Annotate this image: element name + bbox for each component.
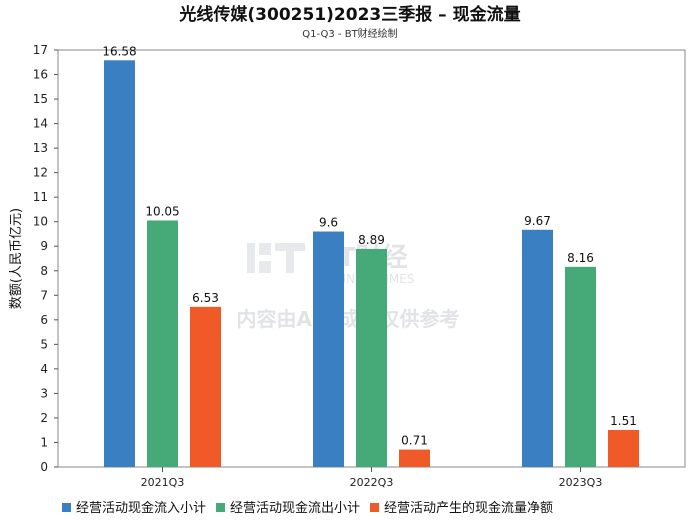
watermark-notice: 内容由AI生成，仅供参考 xyxy=(237,307,460,331)
x-tick-label: 2022Q3 xyxy=(350,476,394,489)
bar xyxy=(313,231,344,467)
data-label: 0.71 xyxy=(401,434,428,448)
chart-legend: 经营活动现金流入小计 经营活动现金流出小计 经营活动产生的现金流量净额 xyxy=(62,500,553,516)
bar xyxy=(190,306,221,467)
y-tick-label: 12 xyxy=(33,166,48,180)
y-tick-label: 0 xyxy=(40,460,48,474)
data-label: 9.67 xyxy=(524,214,551,228)
y-axis-label: 数额(人民币亿元) xyxy=(9,208,24,309)
y-tick-label: 8 xyxy=(40,264,48,278)
y-tick-label: 14 xyxy=(33,117,48,131)
chart-subtitle: Q1-Q3 - BT财经绘制 xyxy=(302,27,397,40)
legend-label: 经营活动产生的现金流量净额 xyxy=(384,500,553,516)
bar xyxy=(565,266,596,467)
y-tick-label: 17 xyxy=(33,43,48,57)
x-tick-label: 2021Q3 xyxy=(141,476,185,489)
y-tick-label: 16 xyxy=(33,68,48,82)
bar xyxy=(399,449,430,467)
y-tick-label: 5 xyxy=(40,337,48,351)
y-tick-label: 3 xyxy=(40,386,48,400)
data-label: 1.51 xyxy=(610,414,637,428)
chart-data-labels: 16.58 10.05 6.53 9.6 8.89 0.71 9.67 8.16 1.51 xyxy=(102,44,637,447)
x-tick-label: 2023Q3 xyxy=(559,476,603,489)
legend-swatch xyxy=(370,503,380,512)
bar xyxy=(147,220,178,467)
legend-label: 经营活动现金流出小计 xyxy=(230,500,360,516)
legend-swatch xyxy=(216,503,226,512)
chart-bars xyxy=(104,60,639,467)
data-label: 9.6 xyxy=(319,216,338,230)
y-tick-label: 6 xyxy=(40,313,48,327)
watermark-logo-icon xyxy=(247,243,305,273)
data-label: 10.05 xyxy=(145,204,179,218)
legend-label: 经营活动现金流入小计 xyxy=(76,500,206,516)
bar xyxy=(104,60,135,467)
chart-axes: 01234567891011121314151617数额(人民币亿元)2021Q… xyxy=(9,43,686,489)
bar xyxy=(608,429,639,467)
y-tick-label: 10 xyxy=(33,215,48,229)
y-tick-label: 4 xyxy=(40,362,48,376)
y-tick-label: 7 xyxy=(40,288,48,302)
chart-title: 光线传媒(300251)2023三季报 – 现金流量 xyxy=(178,4,520,25)
y-tick-label: 13 xyxy=(33,141,48,155)
data-label: 8.16 xyxy=(567,251,594,265)
data-label: 8.89 xyxy=(358,233,385,247)
y-tick-label: 1 xyxy=(40,435,48,449)
data-label: 16.58 xyxy=(102,44,136,58)
watermark: BT财经 BUSINESSTIMES 内容由AI生成，仅供参考 xyxy=(237,242,460,331)
bar xyxy=(356,248,387,467)
y-tick-label: 9 xyxy=(40,239,48,253)
bar xyxy=(522,229,553,467)
y-tick-label: 11 xyxy=(33,190,48,204)
legend-swatch xyxy=(62,503,71,512)
data-label: 6.53 xyxy=(192,291,219,305)
y-tick-label: 2 xyxy=(40,411,48,425)
y-tick-label: 15 xyxy=(33,92,48,106)
